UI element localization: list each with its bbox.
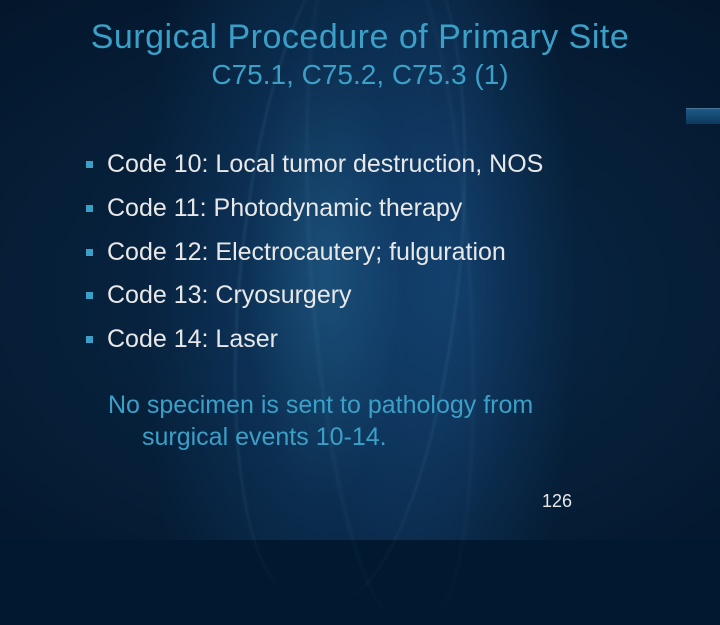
list-item: Code 12: Electrocautery; fulguration [86,236,660,270]
square-bullet-icon [86,161,93,168]
bullet-list: Code 10: Local tumor destruction, NOS Co… [86,148,660,357]
slide: Surgical Procedure of Primary Site C75.1… [0,0,720,540]
bullet-text: Code 14: Laser [107,323,278,357]
bullet-text: Code 13: Cryosurgery [107,279,352,313]
square-bullet-icon [86,249,93,256]
note-text: No specimen is sent to pathology from su… [108,389,628,454]
bullet-text: Code 10: Local tumor destruction, NOS [107,148,543,182]
note-line: No specimen is sent to pathology from [108,389,628,422]
list-item: Code 10: Local tumor destruction, NOS [86,148,660,182]
accent-bar [686,108,720,124]
bullet-text: Code 12: Electrocautery; fulguration [107,236,506,270]
page-number: 126 [542,491,572,512]
title-block: Surgical Procedure of Primary Site C75.1… [0,18,720,91]
note-line: surgical events 10-14. [108,421,628,454]
square-bullet-icon [86,205,93,212]
square-bullet-icon [86,336,93,343]
list-item: Code 13: Cryosurgery [86,279,660,313]
slide-body: Code 10: Local tumor destruction, NOS Co… [86,148,660,454]
slide-title: Surgical Procedure of Primary Site [0,18,720,57]
slide-subtitle: C75.1, C75.2, C75.3 (1) [0,59,720,91]
square-bullet-icon [86,292,93,299]
list-item: Code 14: Laser [86,323,660,357]
list-item: Code 11: Photodynamic therapy [86,192,660,226]
bullet-text: Code 11: Photodynamic therapy [107,192,462,226]
